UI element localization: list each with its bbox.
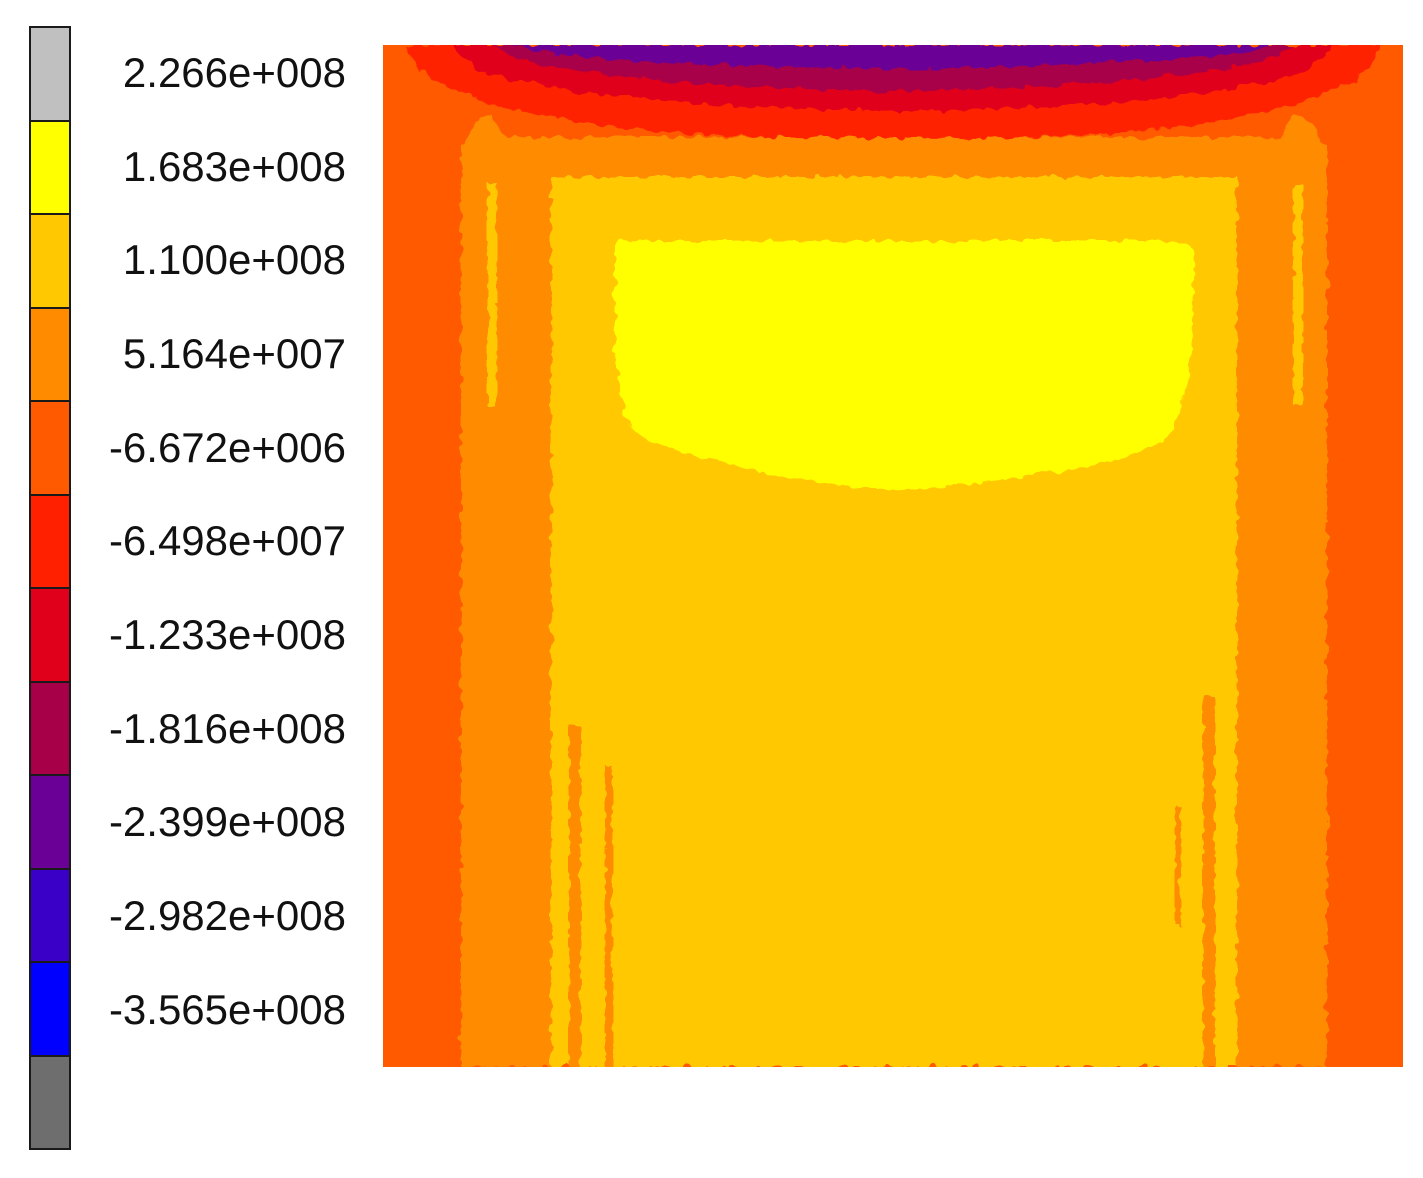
contour-plot [383,45,1403,1067]
colorbar-tick-label: -6.672e+006 [108,423,346,471]
colorbar-swatch [31,402,69,496]
colorbar-tick-label: 1.100e+008 [122,236,346,284]
colorbar-tick-label: -6.498e+007 [108,517,346,565]
colorbar-tick-label: 2.266e+008 [122,48,346,96]
contour-streak [605,765,613,1067]
colorbar-tick-label: -1.233e+008 [108,610,346,658]
colorbar-swatch [31,1056,69,1148]
contour-streak [487,183,497,405]
colorbar-tick-label: -1.816e+008 [108,704,346,752]
contour-streak [1203,695,1215,1067]
colorbar-swatch [31,589,69,683]
colorbar-swatch [31,308,69,402]
contour-streak [569,725,581,1067]
colorbar-swatch [31,28,69,122]
colorbar-swatch [31,869,69,963]
colorbar-tick-label: -2.982e+008 [108,891,346,939]
contour-band-orange-top [461,115,1327,153]
colorbar [29,26,71,1150]
colorbar-tick-label: -3.565e+008 [108,985,346,1033]
contour-streak [1293,183,1303,405]
contour-band-purple [513,45,1273,69]
colorbar-swatch [31,495,69,589]
colorbar-swatch [31,121,69,215]
colorbar-tick-label: 5.164e+007 [122,329,346,377]
colorbar-tick-label: 1.683e+008 [122,142,346,190]
contour-band-yellow [615,239,1195,490]
colorbar-swatch [31,963,69,1057]
colorbar-tick-label: -2.399e+008 [108,798,346,846]
contour-streak [1175,805,1181,925]
colorbar-swatch [31,215,69,309]
colorbar-swatch [31,682,69,776]
colorbar-swatch [31,776,69,870]
colorbar-labels: 2.266e+008 1.683e+008 1.100e+008 5.164e+007… [80,26,360,1150]
